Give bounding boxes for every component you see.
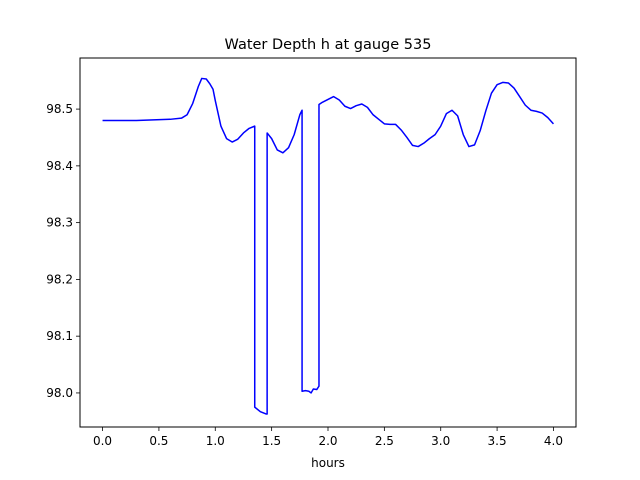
plot-frame — [79, 57, 577, 428]
chart-title: Water Depth h at gauge 535 — [225, 37, 432, 53]
x-tick-label: 0.0 — [93, 434, 112, 448]
x-tick-label: 3.5 — [488, 434, 507, 448]
x-tick-label: 1.0 — [206, 434, 225, 448]
x-tick-label: 1.5 — [262, 434, 281, 448]
x-tick-label: 4.0 — [544, 434, 563, 448]
x-tick-label: 2.5 — [375, 434, 394, 448]
y-tick-label: 98.5 — [46, 102, 73, 116]
x-axis-ticks: 0.0 0.5 1.0 1.5 2.0 2.5 3.0 3.5 4.0 — [93, 427, 563, 448]
y-tick-label: 98.3 — [46, 216, 73, 230]
y-tick-label: 98.0 — [46, 386, 73, 400]
y-axis-ticks: 98.0 98.1 98.2 98.3 98.4 98.5 — [46, 102, 80, 400]
x-tick-label: 0.5 — [149, 434, 168, 448]
x-tick-label: 3.0 — [431, 434, 450, 448]
plot-series-group — [102, 77, 555, 415]
y-tick-label: 98.4 — [46, 159, 73, 173]
y-tick-label: 98.1 — [46, 329, 73, 343]
x-axis-label: hours — [311, 456, 345, 470]
x-tick-label: 2.0 — [318, 434, 337, 448]
y-tick-label: 98.2 — [46, 272, 73, 286]
series-line-0 — [102, 77, 555, 415]
